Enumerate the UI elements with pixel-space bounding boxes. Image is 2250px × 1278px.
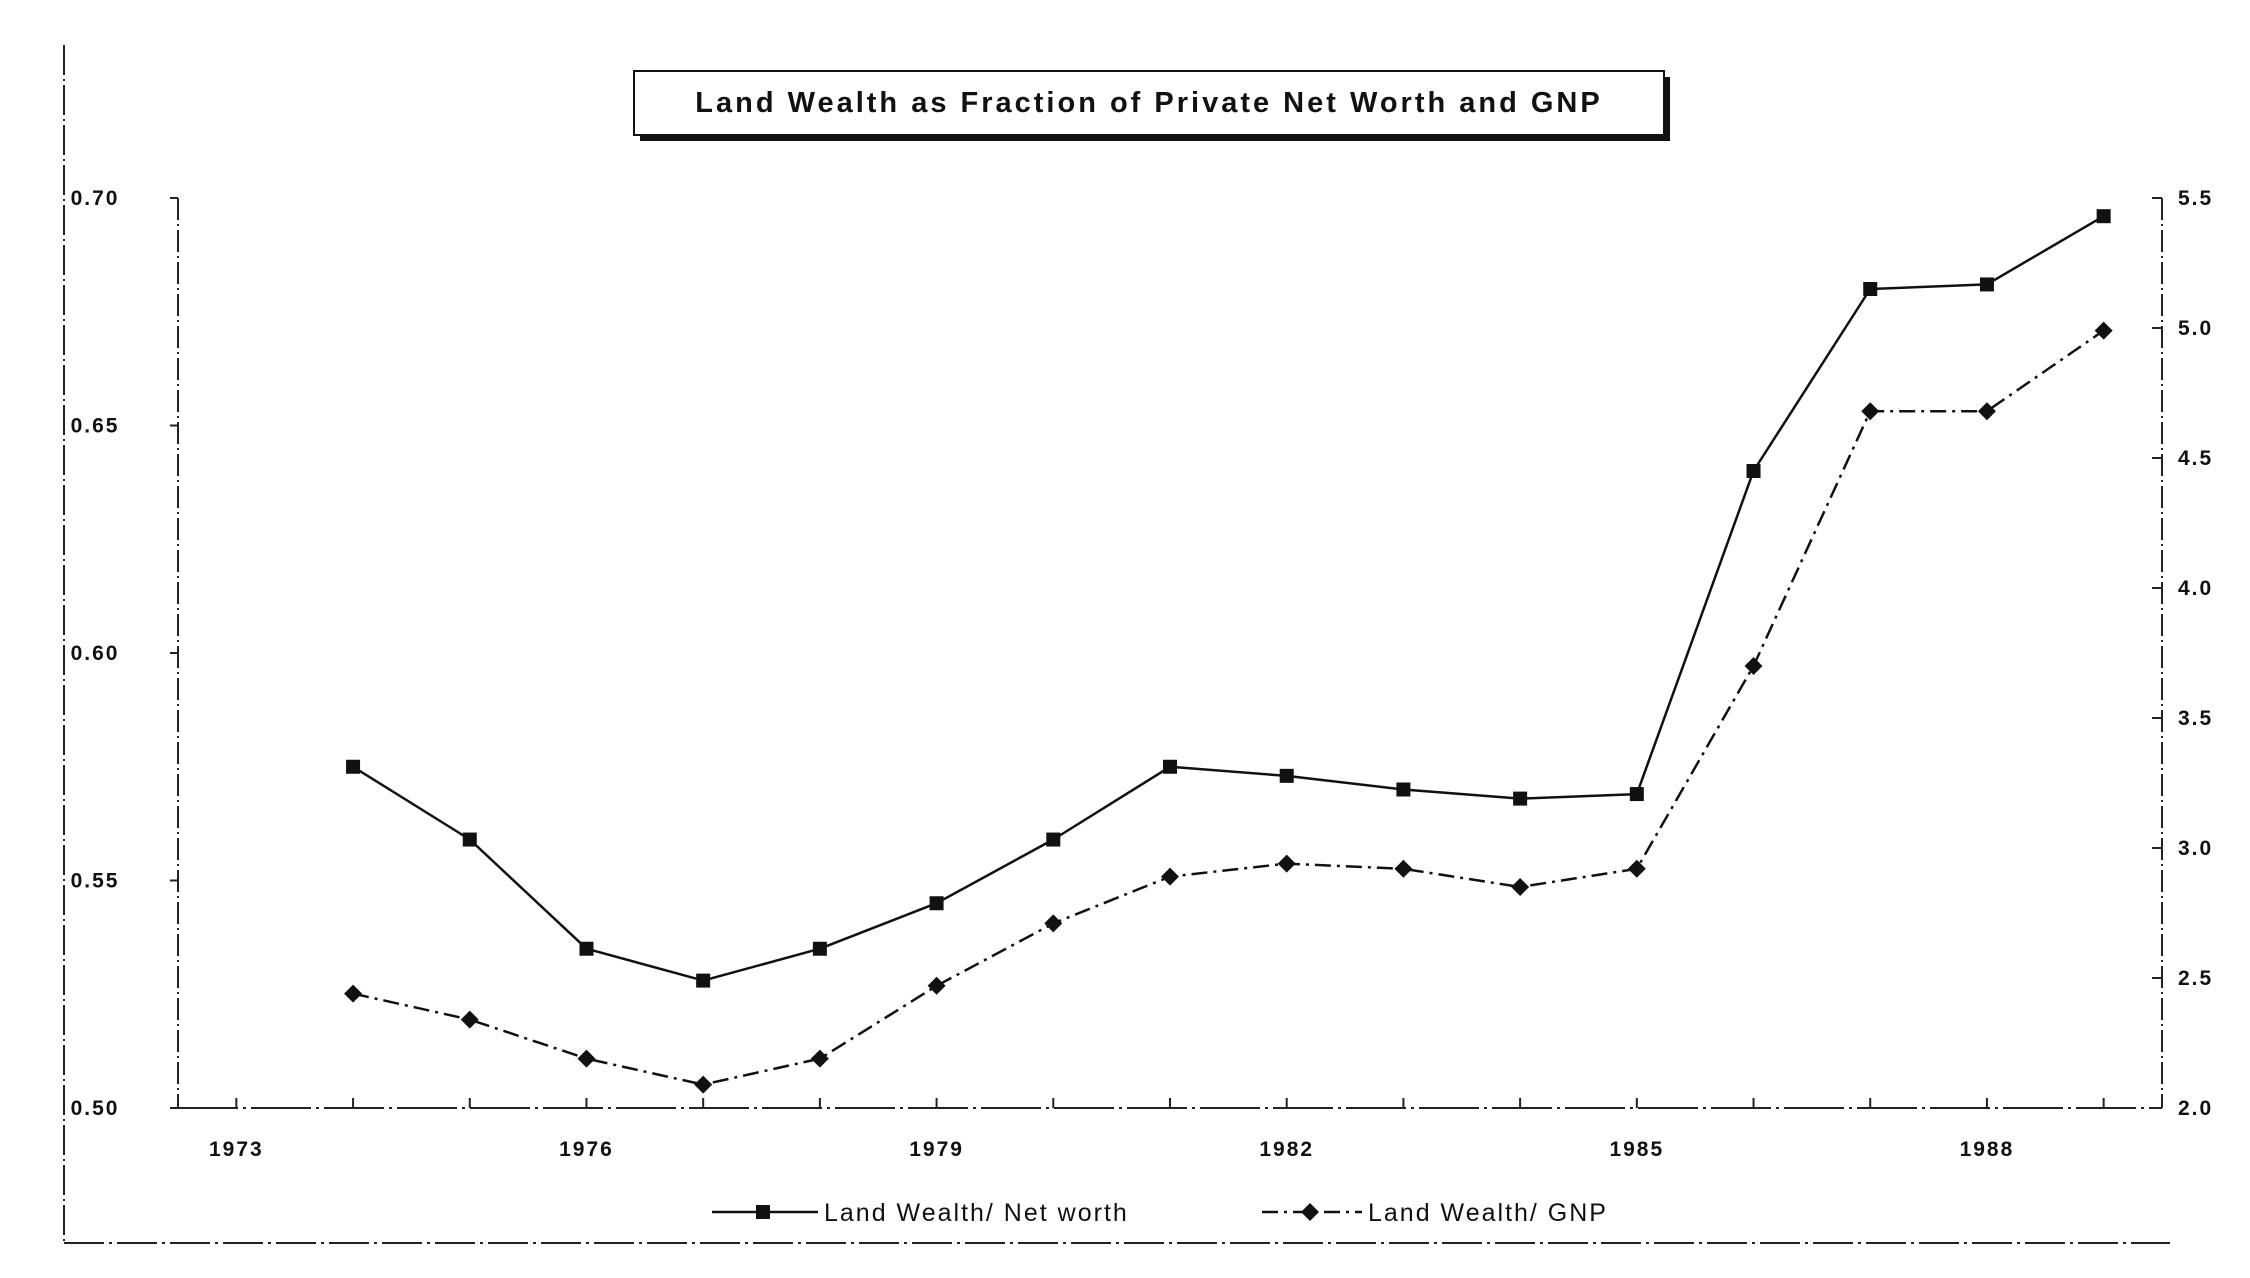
data-point-diamond (1161, 867, 1179, 886)
x-tick-label: 1979 (909, 1138, 964, 1161)
data-point-diamond (1511, 878, 1530, 896)
left-y-axis-ticks: 0.50 0.55 0.60 0.65 0.70 (71, 187, 178, 1120)
data-point-square (2096, 209, 2111, 224)
data-point-square (1863, 282, 1878, 296)
legend-square-marker (756, 1205, 770, 1219)
left-y-tick-label: 0.65 (71, 415, 120, 438)
title-box-frame (633, 70, 1665, 136)
data-point-diamond (810, 1049, 829, 1068)
legend-label-gnp: Land Wealth/ GNP (1368, 1199, 1608, 1227)
data-point-square (462, 832, 477, 847)
data-point-diamond (1394, 859, 1413, 878)
data-point-diamond (577, 1049, 596, 1068)
data-point-square (812, 941, 827, 956)
series-land-wealth-gnp (344, 321, 2113, 1094)
right-y-tick-label: 3.0 (2178, 837, 2213, 860)
right-y-tick-label: 4.5 (2178, 447, 2213, 470)
data-point-square (346, 759, 361, 774)
data-point-square (1046, 832, 1061, 847)
data-point-square (1979, 277, 1994, 292)
series-layer (344, 209, 2113, 1094)
right-y-tick-label: 5.0 (2178, 317, 2213, 340)
data-point-diamond (344, 984, 363, 1003)
x-tick-label: 1988 (1960, 1138, 2015, 1161)
data-point-diamond (927, 976, 946, 995)
chart-title: Land Wealth as Fraction of Private Net W… (695, 87, 1602, 119)
x-tick-label: 1973 (209, 1138, 264, 1161)
right-y-tick-label: 2.5 (2178, 967, 2213, 990)
data-point-square (696, 973, 711, 988)
right-y-tick-label: 5.5 (2178, 187, 2213, 210)
left-y-tick-label: 0.60 (71, 642, 120, 665)
data-point-diamond (1977, 402, 1996, 421)
right-y-tick-label: 3.5 (2178, 707, 2213, 730)
data-point-square (1746, 464, 1761, 478)
left-y-tick-label: 0.70 (71, 187, 120, 210)
data-point-square (929, 896, 944, 911)
left-y-tick-label: 0.55 (71, 870, 120, 893)
legend-diamond-marker (1301, 1203, 1319, 1221)
data-point-square (1513, 791, 1528, 806)
series-land-wealth-net-worth (346, 209, 2111, 988)
series-line (352, 329, 2105, 1086)
data-point-diamond (1861, 402, 1880, 421)
right-y-tick-label: 2.0 (2178, 1097, 2213, 1120)
data-point-diamond (1044, 914, 1063, 933)
right-y-axis-ticks: 2.0 2.5 3.0 3.5 4.0 4.5 5.0 5.5 (2152, 187, 2213, 1120)
chart-title-box: Land Wealth as Fraction of Private Net W… (633, 70, 1670, 141)
data-point-diamond (1744, 657, 1763, 675)
legend: Land Wealth/ Net worth Land Wealth/ GNP (712, 1199, 1608, 1227)
x-tick-label: 1985 (1609, 1138, 1664, 1161)
right-y-tick-label: 4.0 (2178, 577, 2213, 600)
data-point-square (1396, 782, 1411, 797)
data-point-square (1629, 787, 1644, 802)
x-tick-label: 1976 (559, 1138, 614, 1161)
data-point-square (1279, 768, 1294, 783)
data-point-diamond (1277, 854, 1296, 873)
data-point-diamond (460, 1010, 479, 1029)
x-tick-label: 1982 (1259, 1138, 1314, 1161)
data-point-square (1163, 759, 1177, 774)
series-line (352, 215, 2105, 982)
x-axis-ticks: 1973 1976 1979 1982 1985 1988 (209, 1098, 2105, 1161)
data-point-square (579, 941, 594, 956)
data-point-diamond (694, 1075, 713, 1094)
legend-label-networth: Land Wealth/ Net worth (824, 1199, 1129, 1227)
data-point-diamond (1627, 859, 1646, 878)
data-point-diamond (2094, 321, 2113, 340)
left-y-tick-label: 0.50 (71, 1097, 120, 1120)
